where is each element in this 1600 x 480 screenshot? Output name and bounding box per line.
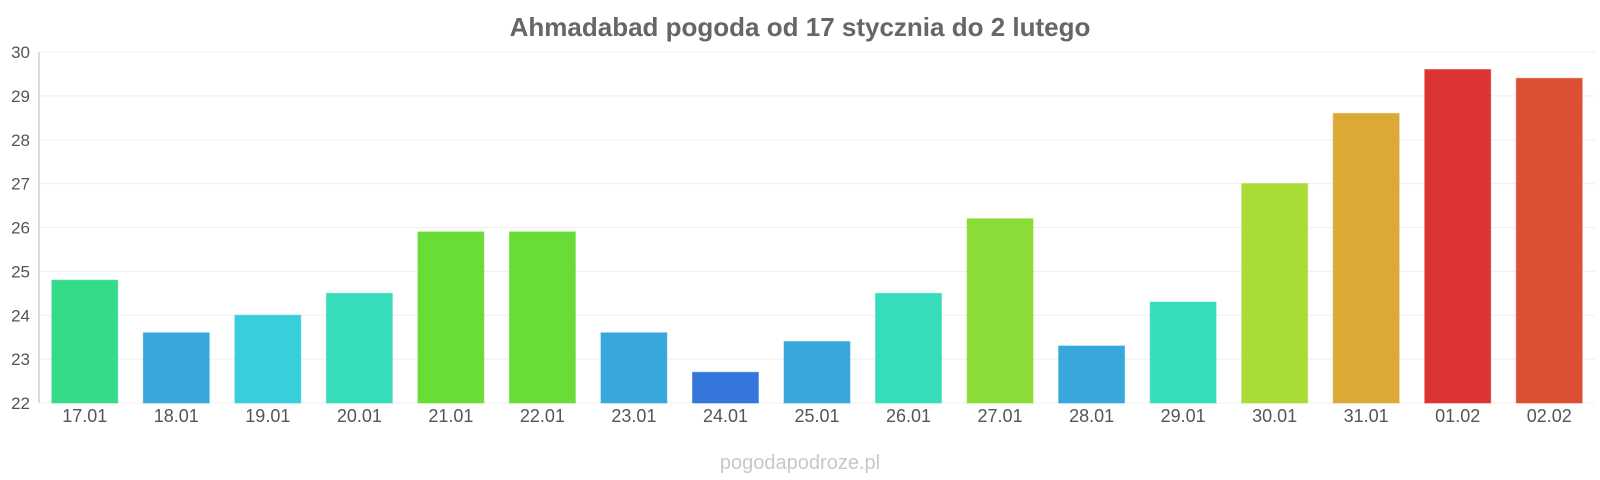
y-tick-label: 23	[11, 350, 30, 369]
y-axis-ticks: 22 23 24 25 26 27 28 29 30	[11, 43, 30, 413]
bar-27.01	[966, 218, 1034, 404]
x-tick-label: 27.01	[978, 406, 1023, 426]
x-tick-label: 23.01	[611, 406, 656, 426]
bar-21.01	[417, 231, 485, 404]
y-tick-label: 24	[11, 306, 30, 325]
x-tick-label: 31.01	[1344, 406, 1389, 426]
bar-29.01	[1149, 301, 1217, 404]
x-axis-labels: 17.01 18.01 19.01 20.01 21.01 22.01 23.01 24.01…	[62, 406, 1572, 426]
bar-28.01	[1058, 345, 1126, 404]
bar-18.01	[142, 332, 210, 404]
bar-30.01	[1241, 183, 1309, 404]
y-tick-label: 27	[11, 175, 30, 194]
x-tick-label: 25.01	[794, 406, 839, 426]
bars	[51, 69, 1583, 404]
x-tick-label: 28.01	[1069, 406, 1114, 426]
y-tick-label: 29	[11, 87, 30, 106]
bar-01.02	[1424, 69, 1492, 404]
y-tick-label: 22	[11, 394, 30, 413]
bar-26.01	[875, 292, 942, 404]
bar-22.01	[508, 231, 576, 404]
x-tick-label: 29.01	[1161, 406, 1206, 426]
x-tick-label: 19.01	[245, 406, 290, 426]
bar-19.01	[234, 314, 302, 404]
x-tick-label: 22.01	[520, 406, 565, 426]
x-tick-label: 17.01	[62, 406, 107, 426]
bar-20.01	[325, 292, 393, 404]
x-tick-label: 02.02	[1527, 406, 1572, 426]
chart-title: Ahmadabad pogoda od 17 stycznia do 2 lut…	[510, 12, 1091, 42]
bar-02.02	[1515, 77, 1583, 404]
x-tick-label: 01.02	[1435, 406, 1480, 426]
bar-31.01	[1332, 112, 1400, 404]
x-tick-label: 21.01	[428, 406, 473, 426]
bar-24.01	[692, 371, 759, 404]
y-tick-label: 25	[11, 262, 30, 281]
source-credit: pogodapodroze.pl	[720, 452, 880, 474]
x-tick-label: 26.01	[886, 406, 931, 426]
x-tick-label: 24.01	[703, 406, 748, 426]
bar-23.01	[600, 332, 668, 404]
y-tick-label: 26	[11, 219, 30, 238]
bar-25.01	[783, 341, 851, 404]
y-tick-label: 30	[11, 43, 30, 62]
bar-17.01	[51, 279, 119, 404]
x-tick-label: 20.01	[337, 406, 382, 426]
x-tick-label: 18.01	[154, 406, 199, 426]
x-tick-label: 30.01	[1252, 406, 1297, 426]
y-tick-label: 28	[11, 131, 30, 150]
